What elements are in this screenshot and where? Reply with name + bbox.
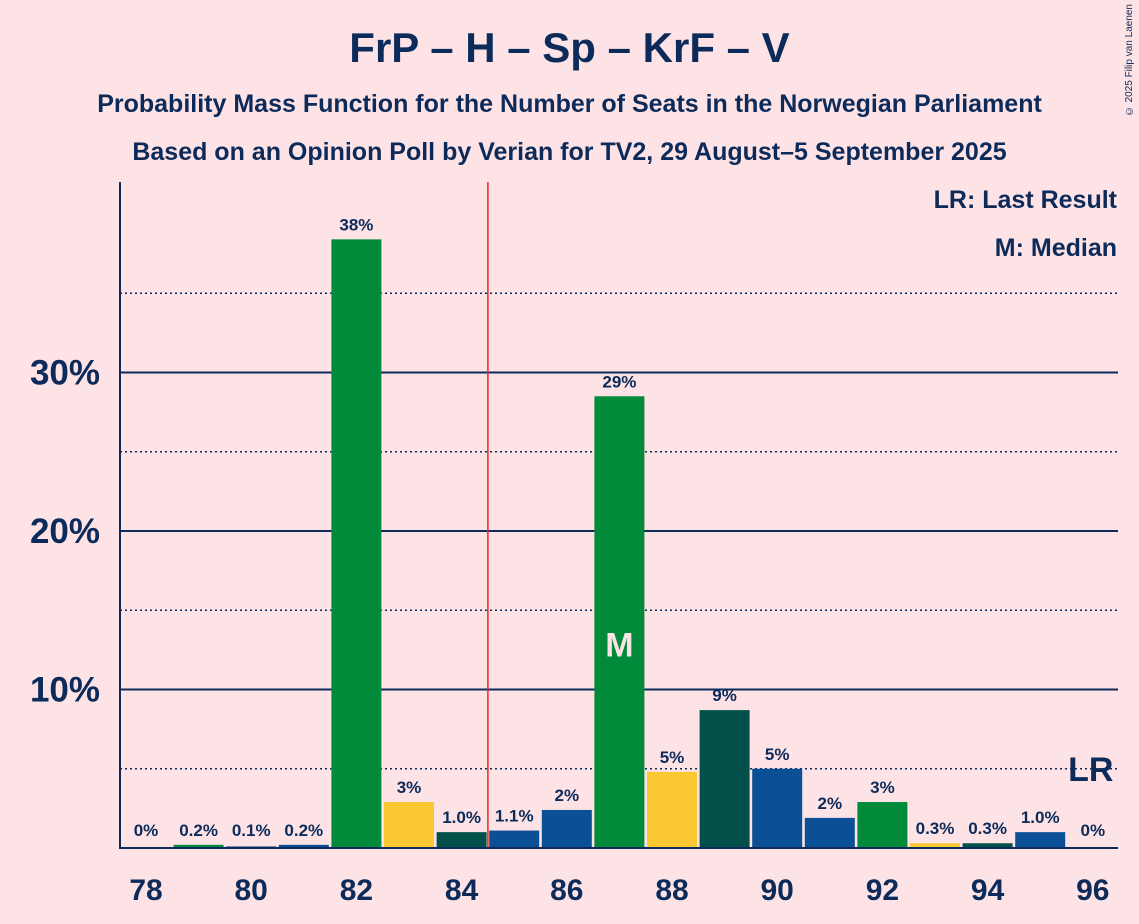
x-tick-label: 82 xyxy=(340,874,373,907)
x-tick-label: 90 xyxy=(761,874,794,907)
data-label-seat-83: 3% xyxy=(397,778,422,797)
y-tick-label: 10% xyxy=(30,671,100,710)
data-label-seat-91: 2% xyxy=(818,794,843,813)
bar-seat-90 xyxy=(752,768,803,848)
legend-median: M: Median xyxy=(994,234,1117,262)
x-tick-label: 84 xyxy=(445,874,479,907)
chart-subtitle-poll: Based on an Opinion Poll by Verian for T… xyxy=(132,138,1007,166)
axes: 10% 20% 30% 78 80 82 84 86 88 90 92 94 96 xyxy=(30,182,1118,907)
median-marker: M xyxy=(605,627,633,665)
data-label-seat-94: 0.3% xyxy=(968,819,1007,838)
bars xyxy=(173,239,1066,849)
bar-seat-83 xyxy=(384,802,434,848)
bar-seat-86 xyxy=(541,809,592,848)
y-tick-label: 20% xyxy=(30,512,100,551)
bar-seat-82 xyxy=(331,239,382,849)
data-label-seat-84: 1.0% xyxy=(442,808,481,827)
x-tick-label: 92 xyxy=(866,874,899,907)
bar-labels: 0% 0.2% 0.1% 0.2% 38% 3% 1.0% 1.1% 2% 29% 5% 9% 5% 2%… xyxy=(134,215,1114,840)
data-label-seat-88: 5% xyxy=(660,748,685,767)
bar-seat-88 xyxy=(647,771,697,848)
bar-seat-87 xyxy=(594,396,645,848)
legend-last-result: LR: Last Result xyxy=(933,186,1117,214)
bar-seat-94 xyxy=(962,843,1013,848)
x-tick-label: 94 xyxy=(971,874,1005,907)
bar-seat-84 xyxy=(436,832,487,848)
x-tick-label: 86 xyxy=(550,874,583,907)
bar-seat-92 xyxy=(857,802,908,848)
data-label-seat-80: 0.1% xyxy=(232,821,271,840)
last-result-marker: LR xyxy=(1068,751,1113,789)
data-label-seat-89: 9% xyxy=(712,686,737,705)
bar-seat-95 xyxy=(1015,832,1066,848)
x-tick-label: 78 xyxy=(129,874,162,907)
x-tick-label: 88 xyxy=(655,874,688,907)
x-tick-label: 96 xyxy=(1076,874,1109,907)
data-label-seat-86: 2% xyxy=(555,786,580,805)
bar-seat-85 xyxy=(489,830,540,848)
data-label-seat-95: 1.0% xyxy=(1021,808,1060,827)
data-label-seat-81: 0.2% xyxy=(284,821,323,840)
y-tick-label: 30% xyxy=(30,354,100,393)
data-label-seat-87: 29% xyxy=(602,372,636,391)
data-label-seat-93: 0.3% xyxy=(916,819,955,838)
chart-subtitle: Probability Mass Function for the Number… xyxy=(97,90,1042,118)
data-label-seat-79: 0.2% xyxy=(179,821,218,840)
x-tick-label: 80 xyxy=(235,874,268,907)
data-label-seat-90: 5% xyxy=(765,745,790,764)
data-label-seat-96: 0% xyxy=(1081,821,1106,840)
bar-seat-89 xyxy=(699,710,750,848)
bar-seat-81 xyxy=(278,844,329,848)
chart-title: FrP – H – Sp – KrF – V xyxy=(349,24,790,71)
data-label-seat-92: 3% xyxy=(870,778,895,797)
bar-seat-93 xyxy=(910,843,960,848)
data-label-seat-82: 38% xyxy=(339,215,373,234)
data-label-seat-78: 0% xyxy=(134,821,159,840)
data-label-seat-85: 1.1% xyxy=(495,807,534,826)
bar-seat-79 xyxy=(173,844,224,848)
bar-seat-91 xyxy=(804,817,855,848)
